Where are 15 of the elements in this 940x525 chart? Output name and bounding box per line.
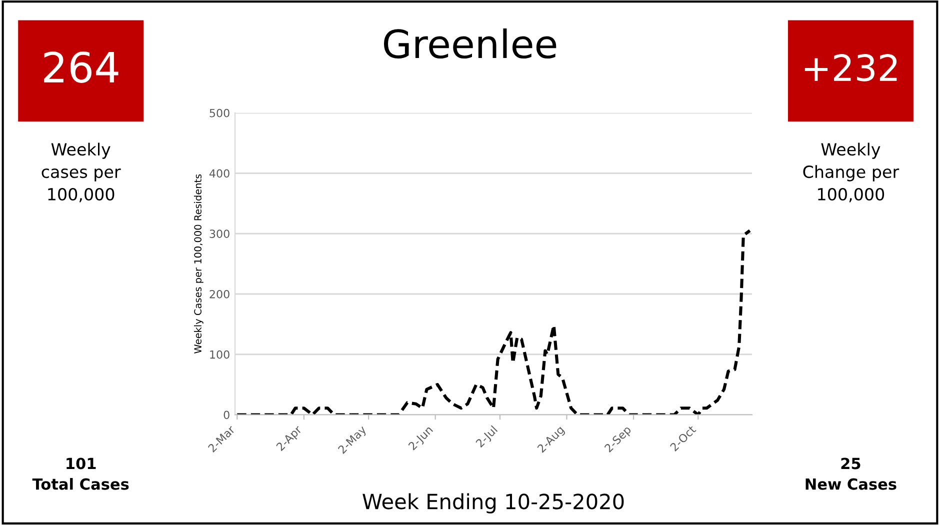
text: Weekly Change per 100,000 [803, 142, 900, 202]
y-tick-label: 500 [210, 108, 230, 118]
text: Weekly cases per 100,000 [42, 142, 121, 202]
x-axis-title: Week Ending 10-25-2020 [362, 493, 624, 514]
text: +232 [804, 54, 897, 82]
text: 25 New Cases [806, 458, 896, 490]
y-tick-label: 100 [210, 350, 230, 359]
y-tick-label: 300 [210, 230, 230, 238]
text: 264 [44, 51, 118, 83]
y-tick-label: 200 [210, 290, 230, 298]
chart-title: Greenlee [384, 28, 556, 59]
y-tick-label: 0 [224, 410, 230, 420]
y-tick-label: 400 [209, 169, 230, 178]
y-axis-title: Weekly Cases per 100,000 Residents [194, 174, 204, 354]
text: 101 Total Cases [32, 458, 129, 490]
